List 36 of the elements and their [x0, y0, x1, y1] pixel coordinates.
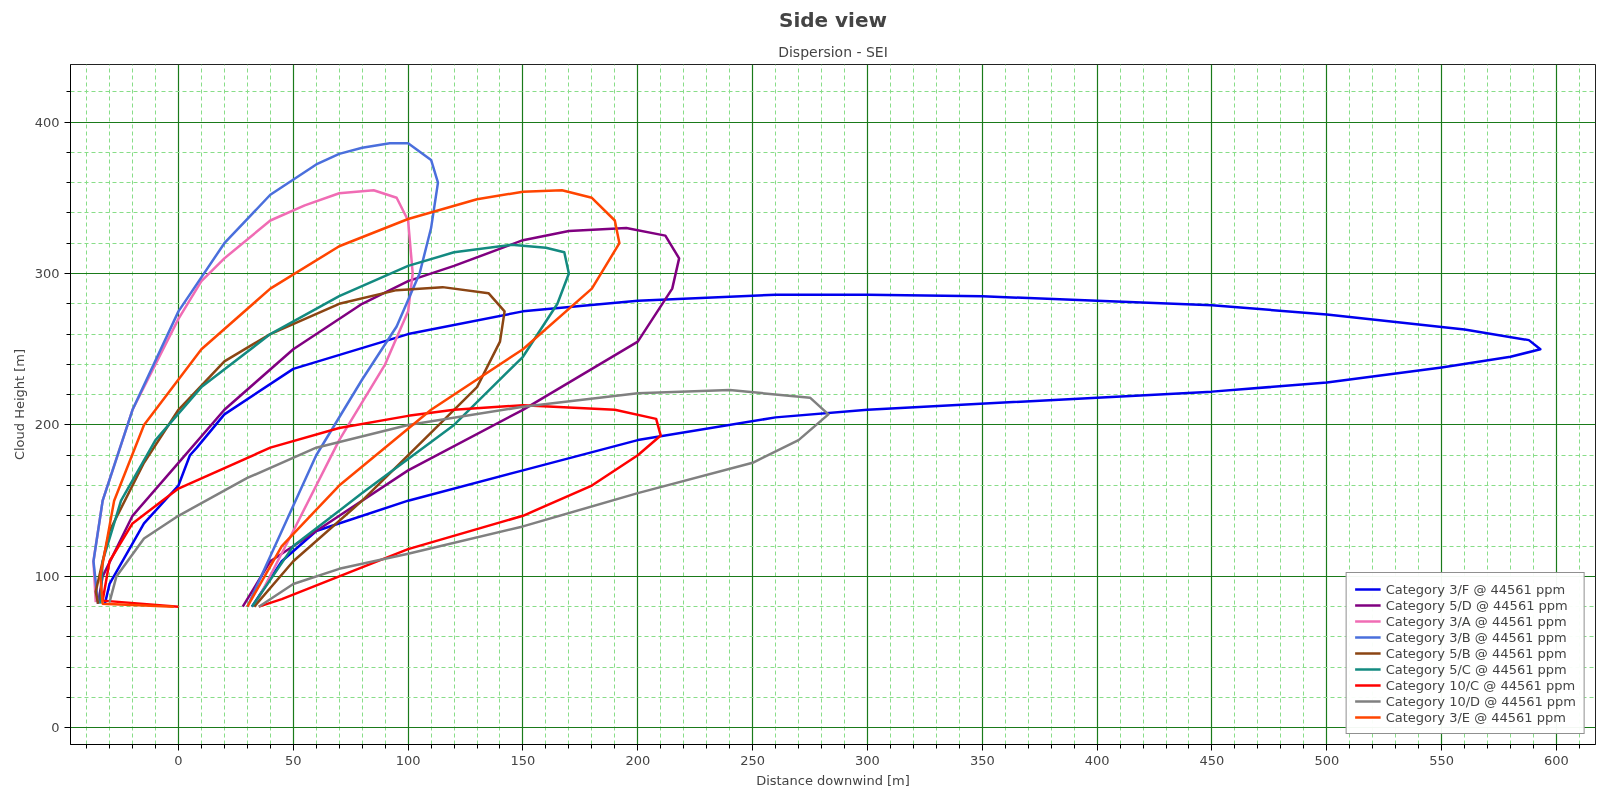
line-series [108, 388, 830, 608]
legend-label: Category 3/E @ 44561 ppm [1385, 709, 1566, 725]
x-tick-label: 250 [740, 752, 766, 768]
x-tick-label: 400 [1084, 752, 1110, 768]
y-tick-label: 400 [34, 114, 60, 130]
x-tick-label: 550 [1429, 752, 1455, 768]
y-axis-title: Cloud Height [m] [11, 348, 27, 461]
chart-title: Side view [778, 7, 888, 32]
legend-label: Category 10/D @ 44561 ppm [1385, 693, 1576, 709]
x-tick-label: 600 [1544, 752, 1569, 768]
legend-label: Category 3/F @ 44561 ppm [1385, 581, 1566, 597]
x-tick-label: 500 [1314, 752, 1340, 768]
legend-label: Category 5/D @ 44561 ppm [1385, 597, 1568, 613]
line-series [99, 188, 621, 608]
line-series [92, 142, 440, 608]
x-tick-label: 300 [855, 752, 880, 768]
line-series [99, 243, 571, 608]
legend-label: Category 5/B @ 44561 ppm [1385, 645, 1567, 661]
x-tick-label: 0 [174, 752, 183, 768]
legend-label: Category 3/B @ 44561 ppm [1385, 629, 1567, 645]
chart-subtitle: Dispersion - SEI [778, 43, 888, 60]
x-tick-label: 350 [969, 752, 995, 768]
x-tick-label: 150 [510, 752, 536, 768]
x-tick-label: 50 [285, 752, 302, 768]
x-axis-title: Distance downwind [m] [756, 772, 910, 788]
line-series [101, 404, 662, 608]
legend-label: Category 3/A @ 44561 ppm [1385, 613, 1567, 629]
legend-label: Category 10/C @ 44561 ppm [1385, 677, 1576, 693]
y-tick-label: 0 [51, 720, 60, 736]
x-tick-label: 450 [1199, 752, 1225, 768]
y-tick-label: 200 [34, 417, 60, 433]
legend-label: Category 5/C @ 44561 ppm [1385, 661, 1567, 677]
y-tick-label: 300 [34, 266, 60, 281]
x-tick-label: 100 [395, 752, 421, 768]
x-tick-label: 200 [625, 752, 651, 768]
y-tick-label: 100 [34, 568, 60, 584]
